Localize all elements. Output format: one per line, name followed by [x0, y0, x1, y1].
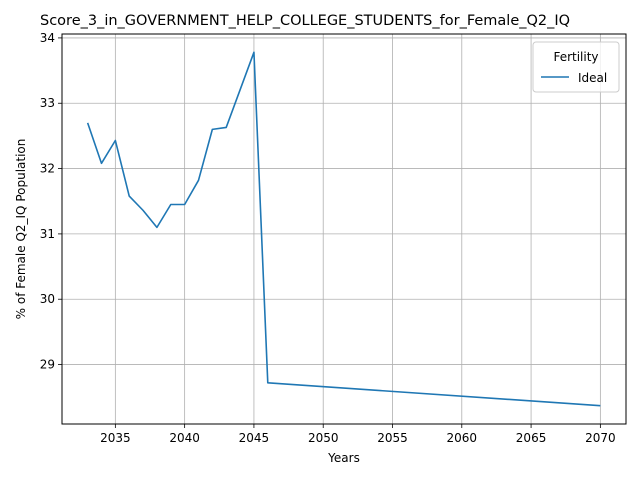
x-tick-label: 2060: [447, 431, 478, 445]
x-tick-label: 2035: [100, 431, 131, 445]
x-tick-label: 2045: [239, 431, 270, 445]
legend: Fertility Ideal: [532, 41, 620, 93]
x-tick-label: 2050: [308, 431, 339, 445]
legend-title: Fertility: [553, 50, 598, 64]
y-axis-ticks: 29 30 31 32 33 34: [40, 31, 62, 372]
legend-label-ideal: Ideal: [578, 71, 607, 85]
x-tick-label: 2065: [516, 431, 547, 445]
y-tick-label: 33: [40, 96, 55, 110]
y-tick-label: 34: [40, 31, 55, 45]
x-tick-label: 2055: [377, 431, 408, 445]
x-axis-ticks: 2035 2040 2045 2050 2055 2060 2065 2070: [100, 424, 616, 445]
y-axis-label: % of Female Q2_IQ Population: [14, 139, 28, 320]
grid-lines: [62, 34, 626, 424]
legend-frame: [532, 41, 620, 93]
y-tick-label: 31: [40, 227, 55, 241]
y-tick-label: 29: [40, 358, 55, 372]
chart-title: Score_3_in_GOVERNMENT_HELP_COLLEGE_STUDE…: [40, 13, 570, 29]
series-line-ideal: [86, 51, 601, 407]
x-tick-label: 2070: [585, 431, 616, 445]
x-tick-label: 2040: [169, 431, 200, 445]
y-tick-label: 32: [40, 162, 55, 176]
series-layer: [86, 51, 601, 407]
y-tick-label: 30: [40, 292, 55, 306]
plot-frame: [61, 33, 627, 425]
x-axis-label: Years: [327, 451, 360, 465]
